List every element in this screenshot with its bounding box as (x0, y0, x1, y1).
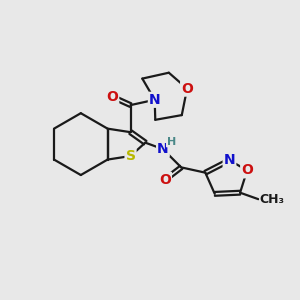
Text: N: N (224, 153, 235, 167)
Text: CH₃: CH₃ (260, 193, 285, 206)
Text: S: S (125, 149, 136, 163)
Text: H: H (167, 137, 176, 147)
Text: O: O (241, 163, 253, 177)
Text: O: O (106, 90, 118, 104)
Text: O: O (159, 173, 171, 187)
Text: N: N (149, 93, 161, 107)
Text: N: N (157, 142, 169, 156)
Text: O: O (181, 82, 193, 96)
